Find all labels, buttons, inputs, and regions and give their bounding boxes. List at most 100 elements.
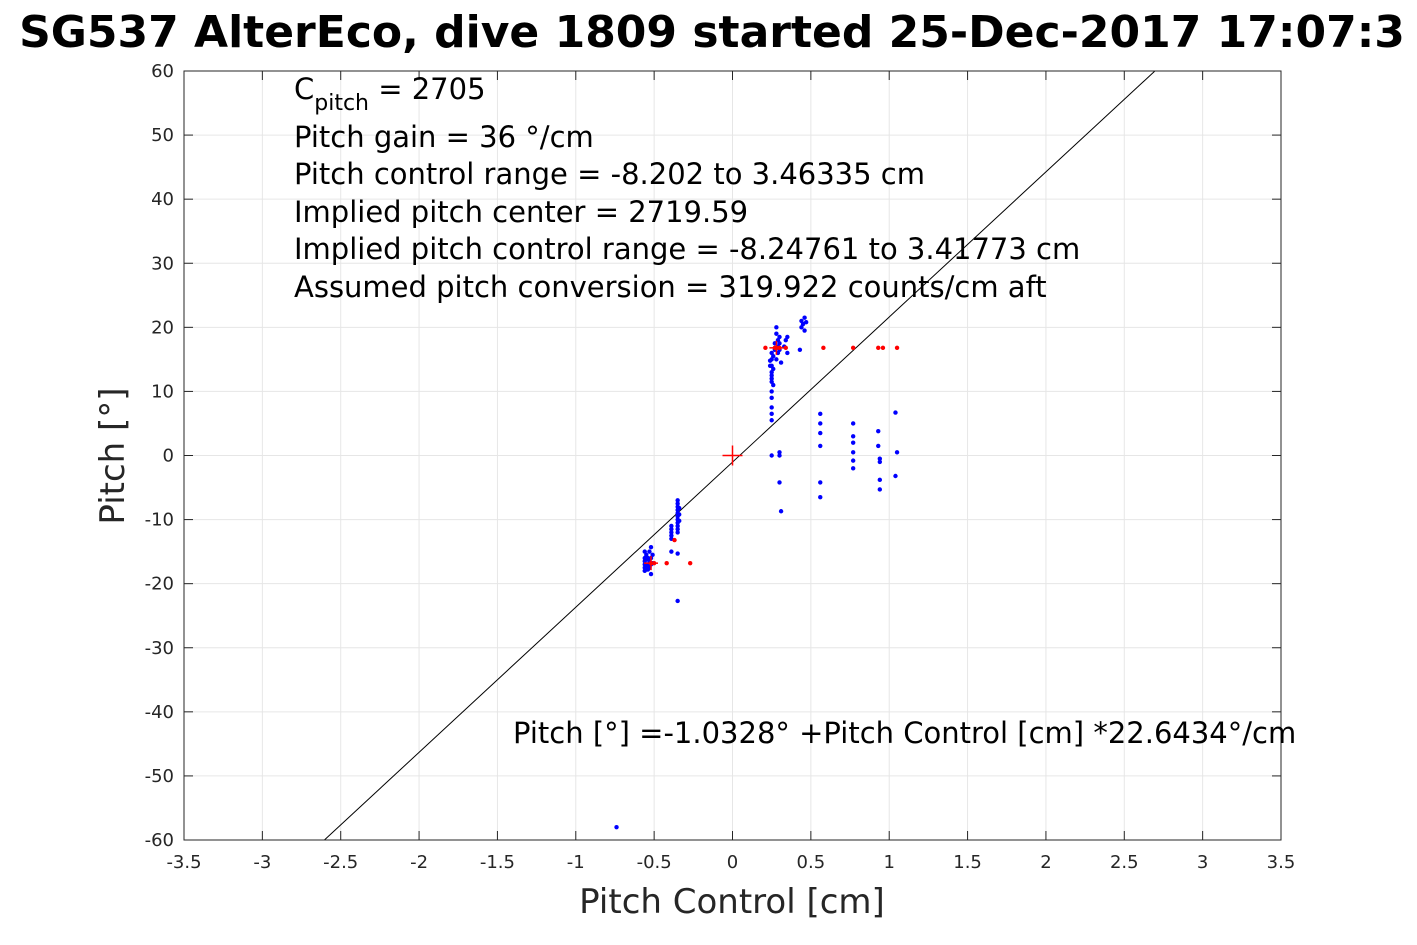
data-point-series-1 [777,453,782,458]
implied-center-annotation: Implied pitch center = 2719.59 [294,195,748,229]
data-point-series-1 [769,373,774,378]
data-point-series-1 [785,350,790,356]
implied-range-annotation: Implied pitch control range = -8.24761 t… [294,232,1080,266]
data-point-series-1 [778,509,784,514]
data-point-series-2 [876,345,881,351]
y-tick-label: -60 [145,830,174,851]
data-point-series-1 [769,395,774,401]
center-markers [644,340,784,571]
data-point-series-1 [677,518,682,524]
data-point-series-1 [850,466,856,471]
data-point-series-1 [894,450,900,455]
data-point-series-2 [850,345,856,351]
y-tick-label: 30 [151,253,174,274]
data-point-series-1 [850,421,856,426]
data-point-series-1 [802,315,807,320]
data-point-series-1 [850,458,856,463]
data-point-series-1 [893,410,898,415]
data-point-series-2 [821,345,826,351]
x-tick-label: 2.5 [1110,852,1139,873]
data-point-series-1 [774,331,779,336]
data-point-series-1 [648,544,654,550]
data-point-series-1 [850,450,856,455]
y-tick-label: 40 [151,189,174,210]
data-point-series-2 [894,345,900,351]
plus-marker [722,445,743,466]
data-point-series-1 [675,523,680,529]
data-point-series-2 [687,560,693,566]
x-tick-label: -1 [567,852,585,873]
data-point-series-1 [771,382,776,388]
y-tick-label: -50 [145,766,174,787]
data-point-series-2 [783,345,788,351]
annotation-block: Cpitch = 2705 Pitch gain = 36 °/cm Pitch… [294,72,1080,304]
data-point-series-1 [777,450,782,455]
data-point-series-2 [672,537,677,543]
data-point-series-1 [818,494,823,500]
data-point-series-1 [669,530,674,535]
data-point-series-1 [669,526,674,532]
data-point-series-1 [675,598,680,604]
x-tick-label: -3 [253,852,271,873]
data-point-series-1 [877,487,883,492]
chart-title: SG537 AlterEco, dive 1809 started 25-Dec… [19,7,1405,58]
data-point-series-1 [769,411,774,417]
data-point-series-1 [785,334,790,340]
fit-equation-annotation: Pitch [°] =-1.0328° +Pitch Control [cm] … [513,716,1296,750]
y-tick-labels: -60 -50 -40 -30 -20 -10 0 10 20 30 40 50 60 [145,61,174,851]
data-point-series-1 [769,389,774,394]
data-point-series-1 [774,325,779,330]
pitch-gain-annotation: Pitch gain = 36 °/cm [294,120,594,154]
assumed-conversion-annotation: Assumed pitch conversion = 319.922 count… [294,270,1047,304]
data-point-series-1 [802,328,807,333]
data-point-series-1 [818,443,823,449]
data-point-series-1 [769,418,774,423]
data-point-series-1 [669,533,674,538]
data-point-series-1 [803,320,809,325]
y-tick-label: -10 [145,510,174,531]
pitch-control-range-annotation: Pitch control range = -8.202 to 3.46335 … [294,157,925,191]
cpitch-value: = 2705 [369,72,486,106]
data-point-series-1 [771,353,776,359]
data-point-series-1 [893,473,898,479]
data-point-series-1 [675,551,680,556]
x-tick-label: -2 [410,852,428,873]
y-tick-label: 20 [151,317,174,338]
data-point-series-1 [677,505,682,511]
x-axis-label: Pitch Control [cm] [579,882,885,922]
y-tick-label: 60 [151,61,174,82]
data-point-series-1 [769,453,774,458]
x-tick-label: -3.5 [166,852,201,873]
cpitch-symbol: C [294,72,314,106]
data-point-series-1 [818,480,823,485]
data-point-series-1 [777,334,782,340]
x-tick-label: 0.5 [797,852,826,873]
x-tick-label: 1 [883,852,894,873]
x-tick-label: -2.5 [323,852,358,873]
data-point-series-1 [876,443,881,449]
y-tick-label: 10 [151,381,174,402]
x-tick-label: 2 [1040,852,1051,873]
data-point-series-1 [877,459,883,465]
data-point-series-1 [675,526,680,532]
data-point-series-1 [669,549,674,554]
cpitch-subscript: pitch [314,91,369,116]
plus-marker [769,340,784,355]
data-point-series-2 [664,560,669,566]
data-point-series-1 [650,552,655,558]
data-point-series-1 [818,421,823,426]
data-point-series-1 [777,341,782,346]
data-point-series-1 [769,376,774,381]
y-tick-label: -30 [145,638,174,659]
data-point-series-1 [877,456,883,461]
data-point-series-2 [763,345,768,351]
data-point-series-1 [818,430,823,436]
cpitch-annotation: Cpitch = 2705 [294,72,486,116]
x-tick-label: -1.5 [480,852,515,873]
y-axis-label: Pitch [°] [93,387,133,524]
x-tick-label: 1.5 [953,852,982,873]
y-tick-label: 0 [163,446,174,467]
data-point-series-1 [675,530,680,535]
data-points [614,315,900,830]
